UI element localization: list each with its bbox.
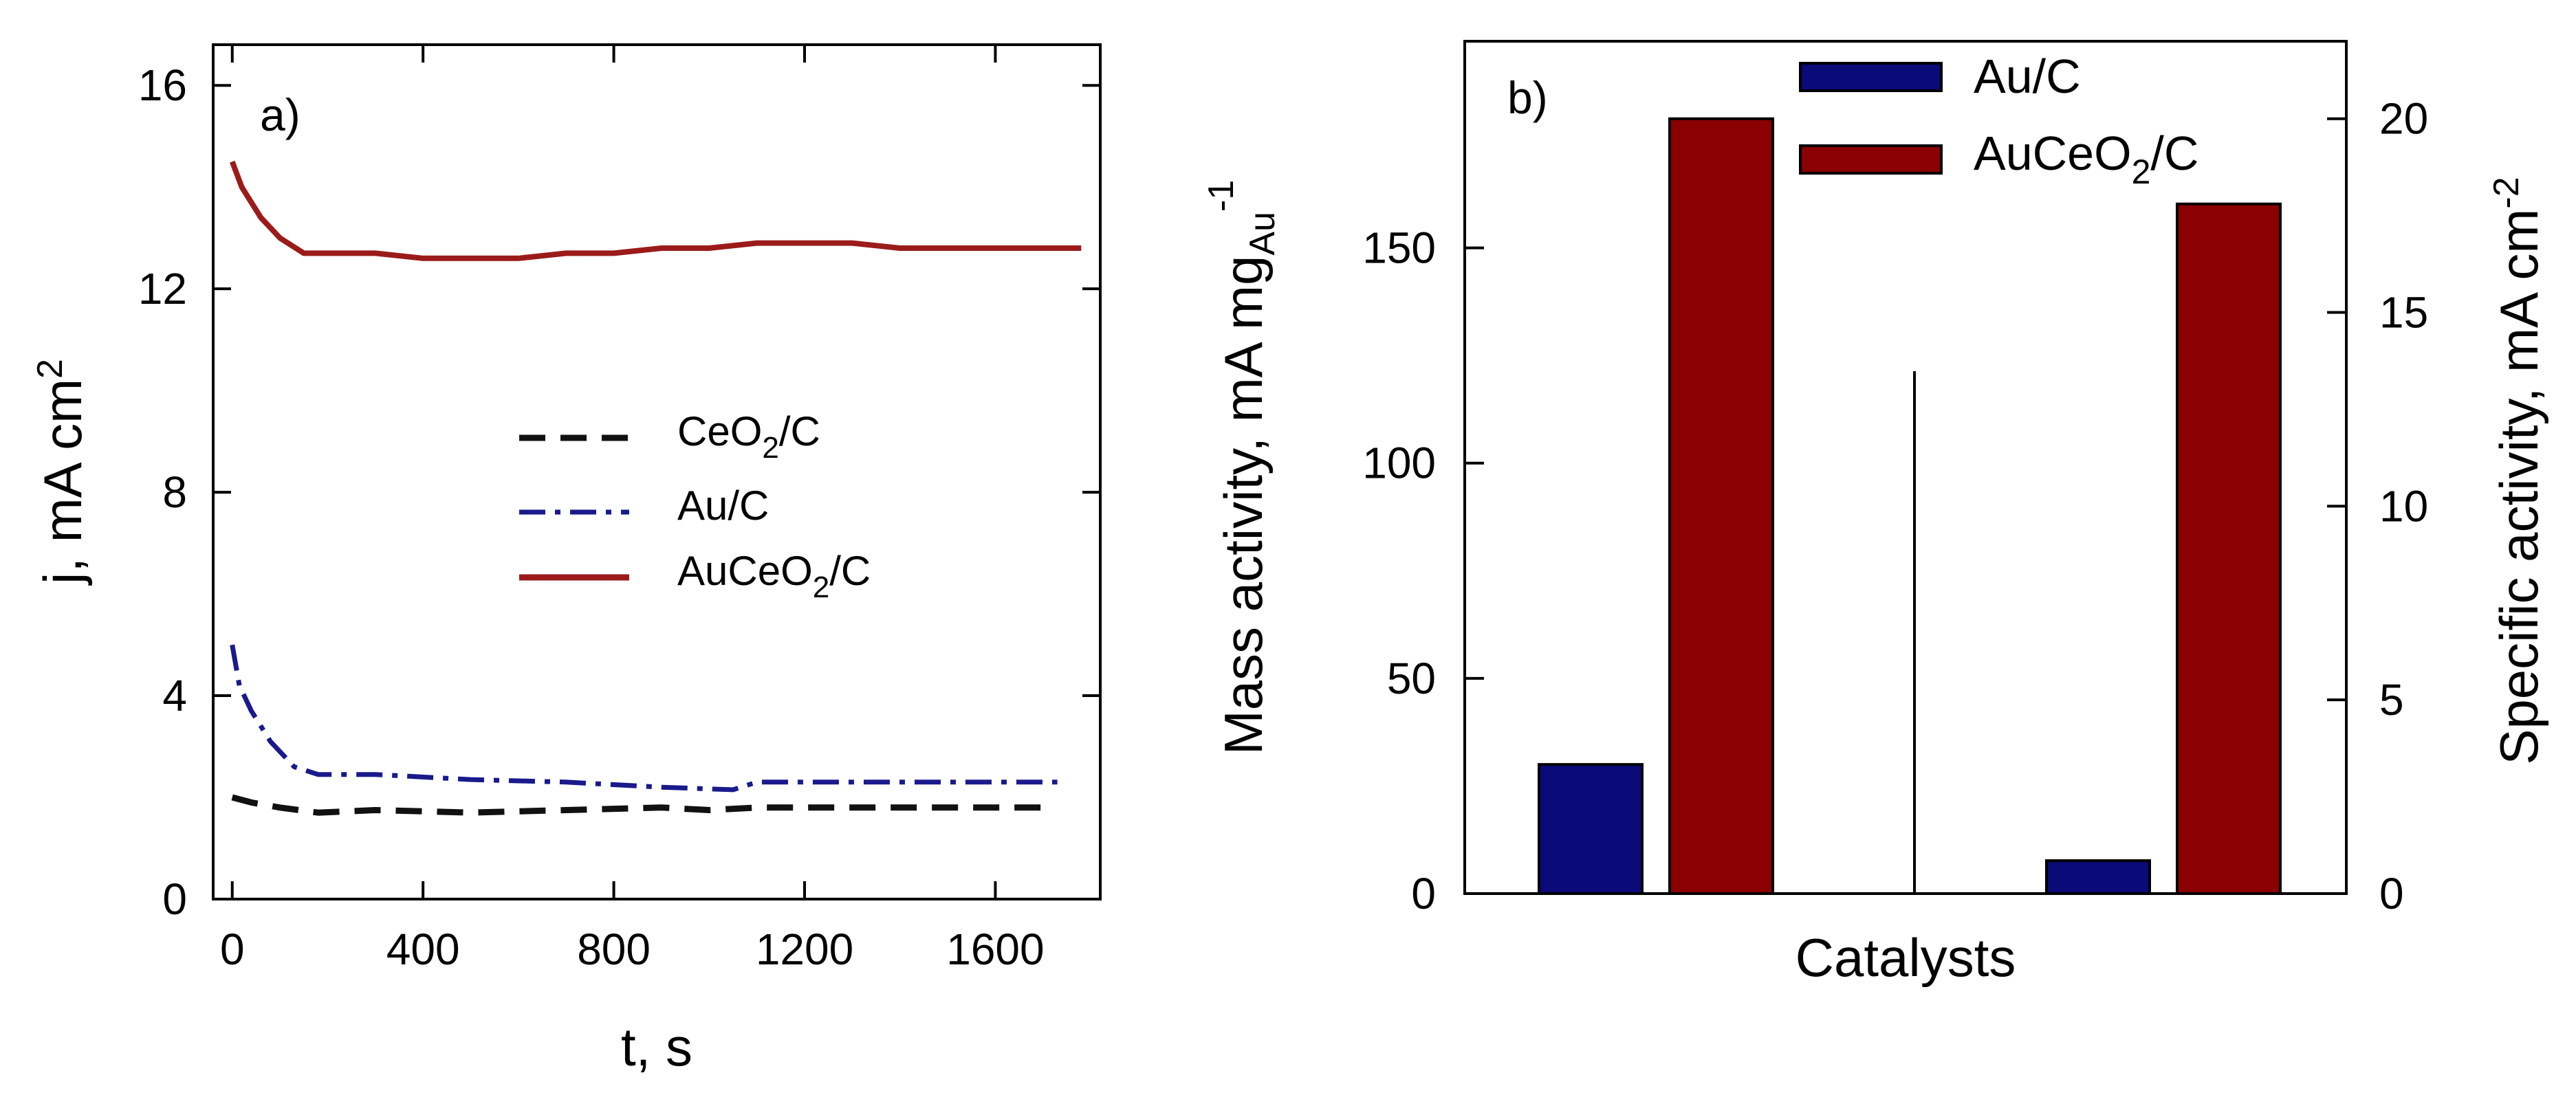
b-right-tick-label: 15 — [2379, 288, 2428, 338]
a-x-tick-label: 400 — [386, 925, 460, 974]
b-right-tick-label: 5 — [2379, 675, 2404, 725]
bar-auceo2c-mass — [1668, 117, 1774, 895]
a-x-tick-label: 800 — [577, 925, 651, 974]
a-y-tick-label: 12 — [138, 264, 187, 313]
legend-label-auceo2c-bar: AuCeO2/C — [1974, 126, 2198, 191]
legend-swatch-auc-bar — [1799, 62, 1943, 92]
series-line-auc — [230, 644, 1058, 793]
a-x-tick-label: 1600 — [946, 925, 1044, 974]
panel-b-left-ticks: 0 50 100 150 — [1362, 223, 1484, 918]
panel-b-right-ticks: 0 5 10 15 20 — [2327, 94, 2428, 918]
legend-label-auc-bar: Au/C — [1974, 49, 2081, 103]
panel-b-bars — [1538, 117, 2282, 896]
legend-label-auceo2c: AuCeO2/C — [677, 548, 871, 604]
panel-b-legend: Au/C AuCeO2/C — [1799, 49, 2198, 191]
a-y-tick-label: 16 — [138, 60, 187, 110]
a-y-tick-label: 8 — [162, 467, 187, 517]
a-x-tick-label: 0 — [220, 925, 245, 974]
series-line-auceo2c — [229, 160, 1082, 261]
bar-auc-mass — [1538, 763, 1644, 895]
b-right-tick-label: 20 — [2379, 94, 2428, 144]
b-left-tick-label: 150 — [1362, 223, 1436, 273]
panel-a-series — [229, 160, 1082, 816]
panel-b: 0 50 100 150 0 5 10 15 20 b) Au/C AuCeO2/C Cata… — [1201, 40, 2549, 988]
b-left-tick-label: 0 — [1411, 869, 1436, 918]
legend-label-auc: Au/C — [677, 483, 769, 529]
legend-swatch-auceo2c-bar — [1799, 144, 1943, 175]
a-y-tick-label: 4 — [162, 671, 187, 720]
panel-a-tag: a) — [260, 89, 301, 140]
b-left-tick-label: 100 — [1362, 439, 1436, 488]
b-left-tick-label: 50 — [1387, 654, 1436, 703]
panel-a: 0 400 800 1200 1600 0 4 8 12 16 a) CeO2/C Au/C A… — [30, 43, 1102, 1077]
series-line-ceo2c — [231, 794, 1043, 816]
panel-a-y-axis-title: j, mA cm2 — [30, 359, 93, 586]
panel-a-frame — [212, 43, 1102, 900]
panel-b-right-axis-title: Specific activity, mA cm-2 — [2487, 177, 2549, 764]
b-right-tick-label: 10 — [2379, 481, 2428, 531]
panel-b-x-axis-title: Catalysts — [1795, 927, 2016, 988]
panel-a-x-axis-title: t, s — [621, 1017, 692, 1077]
panel-a-x-ticks: 0 400 800 1200 1600 — [220, 45, 1045, 974]
panel-b-frame — [1463, 40, 2348, 895]
bar-auceo2c-specific — [2176, 202, 2282, 895]
a-y-tick-label: 0 — [162, 874, 187, 924]
panel-b-left-axis-title: Mass activity, mA mgAu-1 — [1201, 180, 1282, 755]
legend-label-ceo2c: CeO2/C — [677, 408, 820, 465]
panel-a-legend: CeO2/C Au/C AuCeO2/C — [519, 408, 871, 604]
panel-a-y-ticks: 0 4 8 12 16 — [138, 60, 1100, 924]
bar-auc-specific — [2045, 859, 2151, 896]
b-right-tick-label: 0 — [2379, 869, 2404, 918]
a-x-tick-label: 1200 — [756, 925, 853, 974]
panel-b-tag: b) — [1507, 72, 1548, 123]
